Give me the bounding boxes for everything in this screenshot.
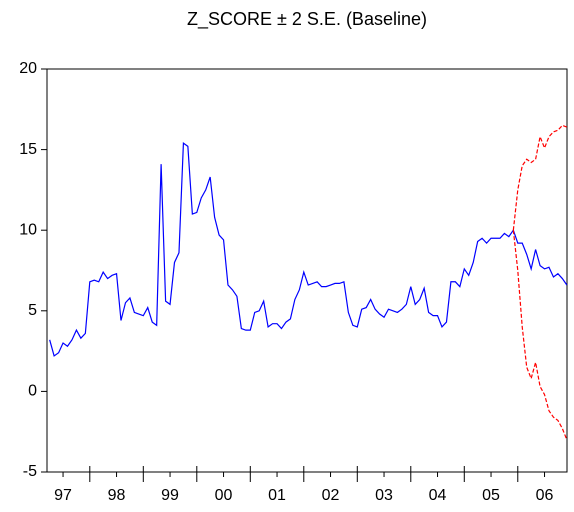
series-line (512, 230, 568, 440)
x-tick-label: 98 (108, 487, 126, 504)
plot-frame (46, 68, 568, 473)
y-tick-label: 15 (19, 141, 37, 158)
series-line (512, 124, 568, 231)
x-tick-label: 02 (322, 487, 340, 504)
y-tick-label: 20 (19, 60, 37, 77)
x-tick-label: 05 (482, 487, 500, 504)
x-tick-label: 00 (215, 487, 233, 504)
y-tick-label: 5 (28, 302, 37, 319)
x-tick-label: 99 (161, 487, 179, 504)
series-line (49, 142, 568, 357)
x-tick-label: 03 (375, 487, 393, 504)
x-tick-label: 97 (54, 487, 72, 504)
y-tick-label: -5 (23, 463, 37, 480)
y-tick-label: 0 (28, 383, 37, 400)
y-tick-label: 10 (19, 221, 37, 238)
x-tick-label: 04 (429, 487, 447, 504)
x-tick-label: 06 (536, 487, 554, 504)
chart-title: Z_SCORE ± 2 S.E. (Baseline) (187, 9, 427, 30)
x-tick-label: 01 (268, 487, 286, 504)
